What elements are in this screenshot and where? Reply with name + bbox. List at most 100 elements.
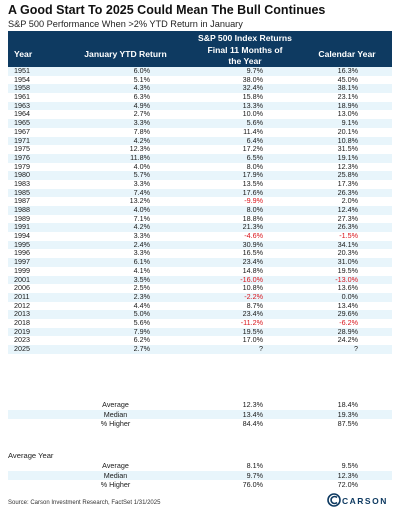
cell-calendar-year: 17.3% <box>337 178 358 188</box>
table-row: 1994 3.3% -4.6% -1.5% <box>8 231 392 241</box>
cell-year: 1996 <box>14 248 30 258</box>
chart-title: A Good Start To 2025 Could Mean The Bull… <box>8 3 326 17</box>
cell-calendar-year: 13.4% <box>337 300 358 310</box>
table-row: 1979 4.0% 8.0% 12.3% <box>8 161 392 172</box>
cell-final-11-months: 6.4% <box>246 135 263 145</box>
cell-calendar-year: -13.0% <box>335 274 358 284</box>
cell-january-ytd: 5.6% <box>133 317 150 327</box>
table-row: 1965 3.3% 5.6% 9.1% <box>8 118 392 128</box>
cell-year: 1951 <box>14 66 30 75</box>
header-final-11-months-line1: Final 11 Months of <box>207 45 283 55</box>
cell-final-11-months: 9.7% <box>246 66 263 75</box>
table-row: 1971 4.2% 6.4% 10.8% <box>8 135 392 146</box>
cell-january-ytd: 7.1% <box>133 213 150 223</box>
table-row: 2019 7.9% 19.5% 28.9% <box>8 326 392 337</box>
cell-final-11-months: -2.2% <box>244 291 263 301</box>
summary-final-11-months: 8.1% <box>246 461 263 470</box>
table-body: 1951 6.0% 9.7% 16.3% 1954 5.1% 38.0% 45.0% 1958 4… <box>8 66 392 354</box>
cell-year: 1989 <box>14 213 30 223</box>
header-january-ytd: January YTD Return <box>84 49 167 59</box>
cell-final-11-months: 18.8% <box>242 213 263 223</box>
cell-calendar-year: 19.5% <box>337 265 358 275</box>
cell-year: 1985 <box>14 187 30 197</box>
summary-row: % Higher 76.0% 72.0% <box>8 480 392 490</box>
table-row: 2023 6.2% 17.0% 24.2% <box>8 336 392 345</box>
cell-calendar-year: 31.5% <box>337 144 358 154</box>
cell-year: 1954 <box>14 74 30 84</box>
cell-calendar-year: 13.6% <box>337 283 358 293</box>
cell-year: 1958 <box>14 83 30 93</box>
cell-year: 1980 <box>14 170 30 180</box>
cell-calendar-year: 38.1% <box>337 83 358 93</box>
cell-january-ytd: 5.0% <box>133 309 150 319</box>
table-row: 1991 4.2% 21.3% 26.3% <box>8 222 392 233</box>
table-row: 2001 3.5% -16.0% -13.0% <box>8 274 392 285</box>
cell-year: 2019 <box>14 326 30 336</box>
summary-calendar-year: 18.4% <box>337 400 358 409</box>
cell-january-ytd: 4.0% <box>133 205 150 214</box>
carson-logo-icon <box>327 493 341 507</box>
cell-year: 2006 <box>14 283 30 293</box>
table-row: 1985 7.4% 17.6% 26.3% <box>8 187 392 198</box>
table-row: 2025 2.7%?? <box>8 344 392 354</box>
summary-row: Median 13.4% 19.3% <box>8 409 392 419</box>
cell-year: 1967 <box>14 126 30 136</box>
table-row: 1976 11.8% 6.5% 19.1% <box>8 152 392 163</box>
cell-year: 1961 <box>14 92 30 102</box>
cell-january-ytd: 12.3% <box>129 144 150 154</box>
cell-calendar-year: 2.0% <box>341 196 358 206</box>
table-row: 1999 4.1% 14.8% 19.5% <box>8 265 392 276</box>
cell-calendar-year: 31.0% <box>337 257 358 267</box>
table-header: Year January YTD Return S&P 500 Index Re… <box>8 31 392 67</box>
cell-calendar-year: 12.4% <box>337 205 358 214</box>
cell-calendar-year: 24.2% <box>337 335 358 345</box>
table-row: 1958 4.3% 32.4% 38.1% <box>8 83 392 94</box>
cell-calendar-year: 45.0% <box>337 74 358 84</box>
cell-year: 2023 <box>14 335 30 345</box>
table-row: 2013 5.0% 23.4% 29.6% <box>8 310 392 319</box>
cell-january-ytd: 5.1% <box>133 74 150 84</box>
cell-january-ytd: 4.2% <box>133 222 150 232</box>
cell-year: 1976 <box>14 152 30 162</box>
summary-calendar-year: 87.5% <box>337 419 358 428</box>
cell-year: 2018 <box>14 317 30 327</box>
cell-january-ytd: 4.4% <box>133 300 150 310</box>
table-row: 2006 2.5% 10.8% 13.6% <box>8 283 392 293</box>
summary-label: Average <box>102 461 129 470</box>
cell-january-ytd: 5.7% <box>133 170 150 180</box>
cell-year: 2012 <box>14 300 30 310</box>
cell-final-11-months: ? <box>259 344 263 353</box>
table-row: 1954 5.1% 38.0% 45.0% <box>8 74 392 85</box>
table-row: 1964 2.7% 10.0% 13.0% <box>8 110 392 119</box>
summary-final-11-months: 9.7% <box>246 470 263 480</box>
summary-final-11-months: 84.4% <box>242 419 263 428</box>
cell-final-11-months: 23.4% <box>242 309 263 319</box>
cell-january-ytd: 6.3% <box>133 92 150 102</box>
carson-logo-text: CARSON <box>342 496 388 506</box>
cell-final-11-months: 21.3% <box>242 222 263 232</box>
cell-calendar-year: ? <box>354 344 358 353</box>
cell-january-ytd: 7.9% <box>133 326 150 336</box>
cell-calendar-year: 26.3% <box>337 222 358 232</box>
cell-calendar-year: 29.6% <box>337 309 358 319</box>
header-final-11-months-line2: the Year <box>228 56 262 66</box>
cell-final-11-months: 10.8% <box>242 283 263 293</box>
cell-final-11-months: 17.2% <box>242 144 263 154</box>
cell-year: 1994 <box>14 231 30 241</box>
cell-january-ytd: 2.7% <box>133 109 150 119</box>
cell-calendar-year: 28.9% <box>337 326 358 336</box>
summary-row: Average 12.3% 18.4% <box>8 400 392 410</box>
cell-year: 1995 <box>14 239 30 249</box>
cell-year: 1988 <box>14 205 30 214</box>
cell-year: 1963 <box>14 100 30 110</box>
table-row: 1963 4.9% 13.3% 18.9% <box>8 100 392 111</box>
cell-january-ytd: 6.2% <box>133 335 150 345</box>
cell-year: 1997 <box>14 257 30 267</box>
cell-year: 2011 <box>14 291 30 301</box>
summary-label: % Higher <box>100 419 131 428</box>
cell-final-11-months: 8.0% <box>246 161 263 171</box>
cell-final-11-months: 14.8% <box>242 265 263 275</box>
cell-final-11-months: 13.5% <box>242 178 263 188</box>
cell-final-11-months: -9.9% <box>244 196 263 206</box>
cell-year: 1964 <box>14 109 30 119</box>
